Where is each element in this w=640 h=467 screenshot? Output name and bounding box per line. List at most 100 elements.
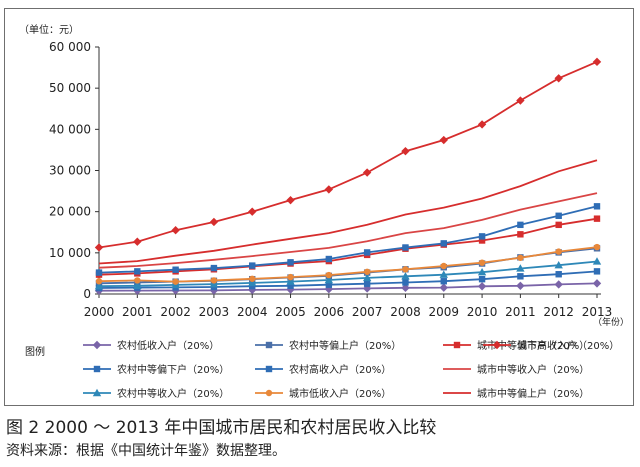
x-tick-label: 2008: [390, 305, 421, 319]
y-tick-label: 60 000: [49, 40, 91, 54]
data-point: [134, 268, 141, 275]
data-point: [248, 278, 257, 287]
data-point: [363, 268, 371, 275]
data-point: [477, 120, 487, 129]
data-point: [133, 237, 142, 246]
x-tick-label: 2013: [582, 305, 613, 319]
chart-frame: 0 10 000 20 000 30 000 40 000 50 000 60 000 200…: [4, 8, 634, 406]
data-point: [325, 255, 333, 263]
data-point: [287, 282, 294, 289]
legend-label: 农村中等偏下户（20%）: [117, 363, 229, 376]
x-tick-label: 2010: [467, 305, 498, 319]
data-point: [593, 268, 601, 275]
data-point: [362, 168, 372, 177]
x-tick-label: 2012: [543, 305, 574, 319]
x-tick-label: 2003: [199, 305, 230, 319]
data-point: [325, 281, 333, 288]
data-point: [133, 281, 142, 289]
x-tick-label: 2007: [352, 305, 383, 319]
y-tick-label: 40 000: [49, 122, 91, 136]
data-point: [439, 270, 448, 278]
data-point: [478, 259, 486, 266]
data-point: [324, 185, 334, 194]
data-point: [249, 282, 256, 290]
data-point: [286, 195, 295, 205]
series-line-2: [98, 217, 598, 276]
series-line-5: [98, 205, 598, 274]
data-point: [592, 257, 602, 265]
data-point: [593, 243, 601, 251]
data-point: [517, 254, 524, 261]
data-point: [248, 207, 257, 216]
legend-marker: [453, 341, 461, 349]
y-tick-label: 50 000: [49, 81, 91, 95]
series-line-6: [98, 192, 598, 269]
y-tick-label: 30 000: [49, 164, 91, 178]
legend-label: 城市中等收入户（20%）: [477, 363, 589, 376]
data-point: [362, 273, 372, 282]
data-point: [209, 217, 219, 227]
x-tick-label: 2001: [122, 305, 153, 319]
y-axis-title: （单位：元）: [19, 23, 79, 36]
legend-label: 城市低收入户（20%）: [289, 387, 391, 400]
series-line-9: [98, 159, 598, 265]
data-point: [401, 146, 410, 156]
data-point: [593, 203, 601, 210]
data-point: [209, 279, 219, 288]
data-point: [477, 267, 487, 276]
data-point: [439, 283, 448, 292]
data-point: [555, 221, 562, 229]
series-line-8: [98, 246, 598, 283]
data-point: [517, 273, 524, 280]
data-point: [516, 264, 525, 272]
data-point: [210, 264, 218, 272]
legend-title: 图例: [25, 345, 45, 358]
data-point: [555, 248, 562, 255]
data-point: [592, 279, 602, 288]
legend-label: 城市中等偏上户（20%）: [477, 387, 589, 400]
data-point: [401, 283, 410, 293]
data-point: [95, 269, 103, 276]
data-point: [517, 231, 524, 238]
x-tick-label: 2005: [275, 305, 306, 319]
series-line-3: [98, 60, 598, 249]
data-point: [402, 266, 409, 273]
y-tick-label: 0: [83, 287, 91, 301]
data-point: [171, 225, 180, 235]
data-point: [517, 221, 524, 229]
x-axis-title: （年份）: [593, 316, 629, 328]
data-point: [592, 57, 602, 67]
data-point: [478, 233, 486, 240]
data-point: [324, 275, 334, 284]
legend-marker: [265, 389, 273, 397]
data-point: [210, 277, 218, 284]
data-point: [287, 259, 294, 266]
data-point: [554, 260, 563, 269]
data-point: [477, 282, 487, 291]
data-point: [516, 96, 525, 105]
data-point: [555, 271, 562, 278]
data-point: [95, 278, 103, 285]
series-line-0: [98, 282, 598, 292]
data-point: [94, 243, 104, 252]
legend-label: 农村高收入户（20%）: [289, 363, 391, 376]
legend-marker: [92, 340, 102, 350]
data-point: [134, 277, 141, 284]
data-point: [478, 237, 486, 244]
data-point: [363, 280, 371, 287]
data-point: [440, 240, 447, 247]
legend-label: 农村低收入户（20%）: [117, 339, 219, 352]
figure-title: 图 2 2000 ～ 2013 年中国城市居民和农村居民收入比较: [6, 418, 437, 438]
x-tick-label: 2004: [237, 305, 268, 319]
data-point: [249, 275, 256, 282]
data-point: [593, 215, 601, 222]
legend-label: 城市中等偏下户（20%）: [477, 339, 589, 352]
data-point: [516, 281, 525, 290]
income-line-chart: 0 10 000 20 000 30 000 40 000 50 000 60 000 200…: [19, 23, 629, 400]
x-tick-label: 2000: [84, 305, 115, 319]
legend-label: 农村中等偏上户（20%）: [289, 339, 401, 352]
data-point: [325, 271, 333, 279]
data-point: [402, 279, 409, 286]
series-line-7: [98, 260, 598, 288]
data-point: [555, 212, 562, 219]
